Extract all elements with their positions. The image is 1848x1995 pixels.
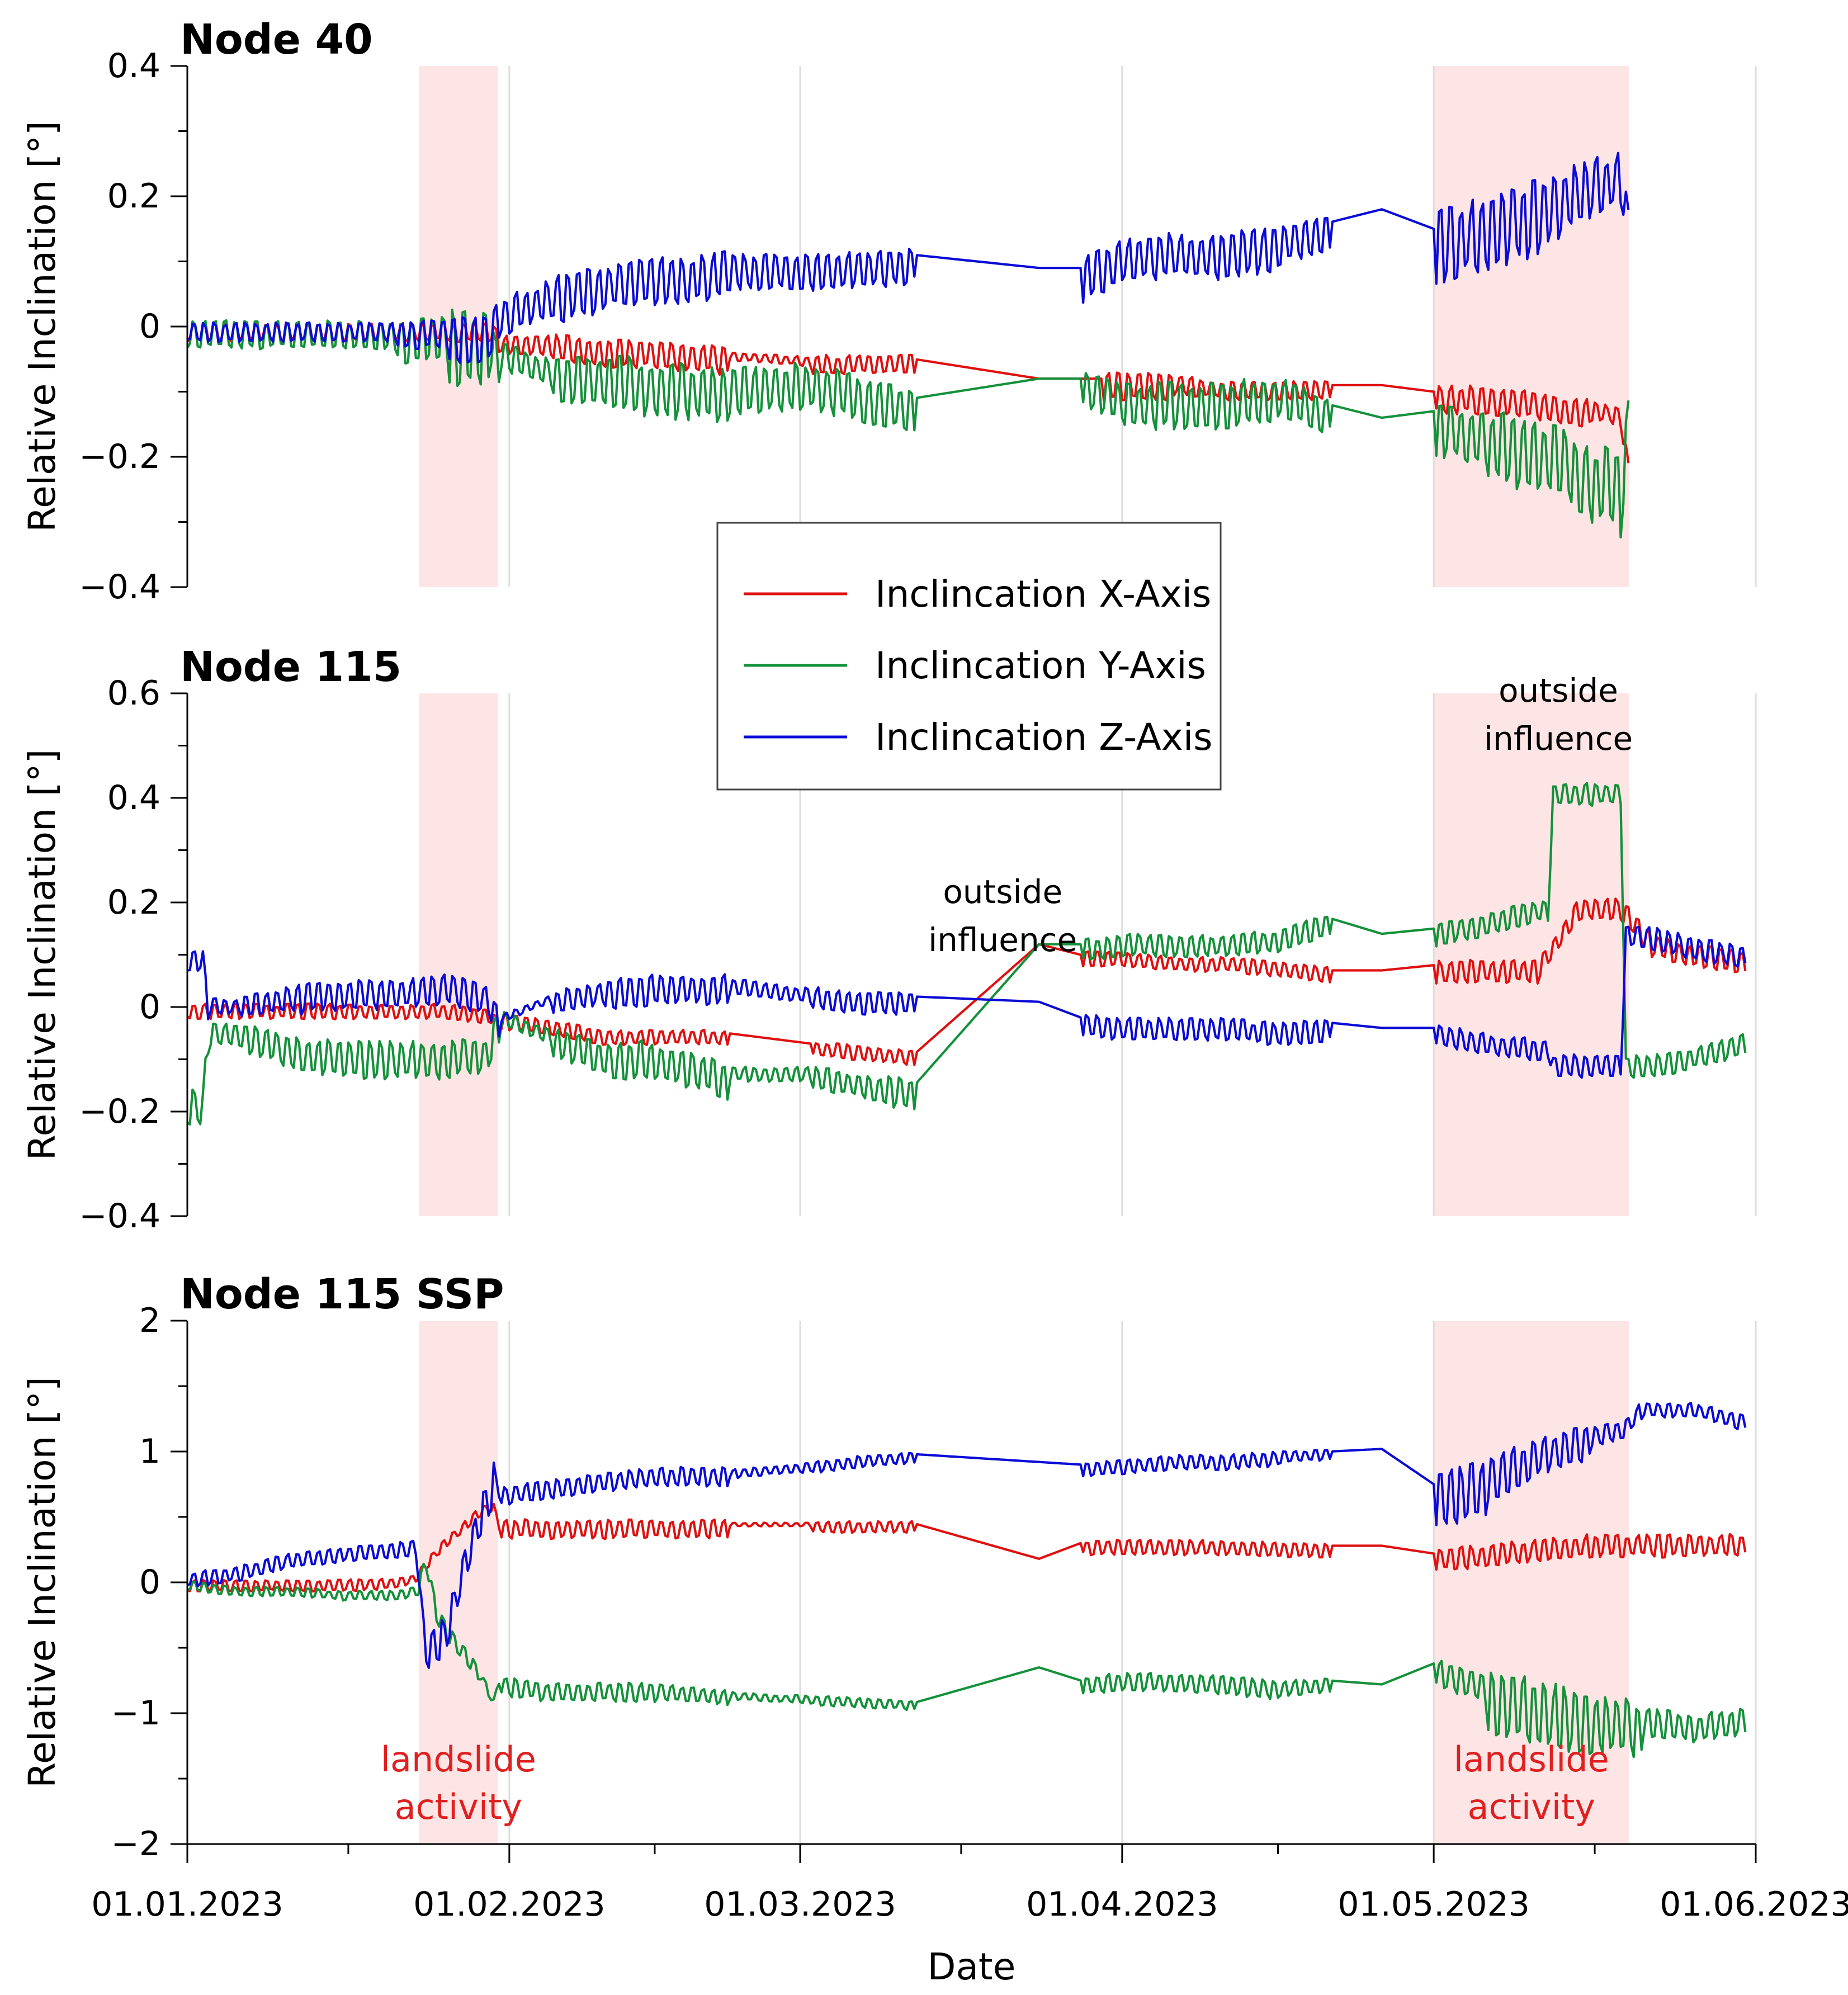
x-tick-label: 01.03.2023	[704, 1885, 896, 1924]
legend-label-z-axis: Inclincation Z-Axis	[875, 716, 1213, 759]
y-tick-label: 0	[139, 1563, 160, 1602]
panel-1: −0.4 −0.2 0 0.2 0.4 Node 40 Relative Inclinati…	[21, 16, 1757, 607]
y-axis-label: Relative Inclination [°]	[21, 749, 64, 1161]
landslide-activity-label: activity	[1467, 1786, 1595, 1827]
legend-box	[716, 522, 1222, 791]
y-tick-label: 0.2	[107, 177, 160, 216]
y-axis-label: Relative Inclination [°]	[21, 1377, 64, 1788]
y-tick-label: 2	[139, 1301, 160, 1340]
series-line-z-axis	[187, 1402, 1747, 1669]
landslide-activity-label: landslide	[1454, 1739, 1609, 1780]
panel-title: Node 40	[180, 16, 373, 64]
panel-2: −0.4 −0.2 0 0.2 0.4 0.6 Node 115 Relative Incli…	[21, 643, 1757, 1236]
annotation-outside-influence: influence	[928, 921, 1077, 959]
legend-label-x-axis: Inclincation X-Axis	[875, 573, 1211, 616]
annotation-outside-influence: outside	[1499, 672, 1618, 710]
series-line-z-axis	[187, 152, 1630, 364]
y-tick-label: 1	[139, 1432, 160, 1471]
chart-panels: −0.4 −0.2 0 0.2 0.4 Node 40 Relative Inclinati…	[21, 16, 1757, 1864]
landslide-period-shade	[1434, 1321, 1629, 1844]
x-tick-label: 01.02.2023	[413, 1885, 606, 1924]
y-tick-label: −0.4	[79, 568, 160, 607]
legend-label-y-axis: Inclincation Y-Axis	[875, 644, 1206, 687]
x-tick-label: 01.05.2023	[1337, 1885, 1530, 1924]
y-tick-label: −0.2	[79, 1092, 160, 1131]
landslide-period-shade	[1434, 66, 1629, 587]
annotation-outside-influence: influence	[1484, 720, 1633, 758]
y-tick-label: 0	[139, 987, 160, 1027]
series-line-z-axis	[187, 925, 1747, 1079]
landslide-period-shade	[1434, 693, 1629, 1216]
series-line-y-axis	[186, 782, 1747, 1126]
panel-3: −2 −1 0 1 2 Node 115 SSP Relative Inclination …	[21, 1270, 1757, 1864]
y-tick-label: −0.4	[79, 1197, 160, 1236]
x-axis: 01.01.2023 01.02.2023 01.03.2023 01.04.2023…	[91, 1843, 1848, 1988]
y-tick-label: 0.4	[107, 778, 160, 817]
y-tick-label: −0.2	[79, 437, 160, 476]
x-tick-label: 01.04.2023	[1026, 1885, 1218, 1924]
annotation-outside-influence: outside	[943, 873, 1062, 911]
series-line-x-axis	[186, 1502, 1747, 1593]
y-tick-label: 0.4	[107, 46, 160, 86]
y-axis-label: Relative Inclination [°]	[21, 121, 64, 532]
landslide-activity-label: landslide	[381, 1739, 536, 1780]
panel-title: Node 115 SSP	[180, 1270, 504, 1318]
x-axis-label: Date	[928, 1945, 1016, 1988]
x-tick-label: 01.01.2023	[91, 1885, 283, 1924]
y-tick-label: 0	[139, 307, 160, 346]
y-tick-label: 0.6	[107, 674, 160, 713]
panel-title: Node 115	[180, 643, 401, 691]
y-tick-label: −1	[111, 1694, 160, 1733]
legend: Inclincation X-Axis Inclincation Y-Axis In…	[716, 522, 1222, 791]
series-line-y-axis	[186, 308, 1630, 539]
landslide-period-shade	[419, 693, 498, 1216]
y-tick-label: −2	[111, 1824, 160, 1864]
series-line-x-axis	[186, 897, 1747, 1066]
y-tick-label: 0.2	[107, 883, 160, 922]
series-line-x-axis	[186, 321, 1630, 464]
x-tick-label: 01.06.2023	[1660, 1885, 1848, 1924]
landslide-activity-label: activity	[395, 1786, 523, 1827]
